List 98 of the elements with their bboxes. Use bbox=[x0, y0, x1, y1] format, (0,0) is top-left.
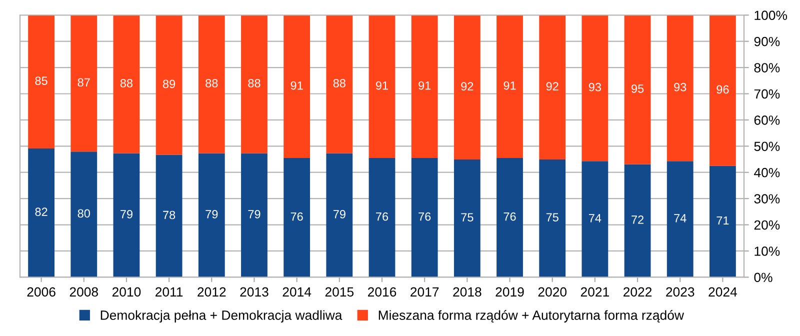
bar bbox=[113, 153, 140, 278]
bar bbox=[368, 158, 396, 278]
bar bbox=[284, 15, 310, 158]
annotation: 91 bbox=[418, 81, 431, 90]
annotation: 91 bbox=[376, 81, 388, 90]
annotation: 91 bbox=[290, 81, 303, 90]
annotation: 71 bbox=[716, 216, 729, 225]
x-tick-label: 2008 bbox=[70, 287, 98, 297]
bar bbox=[411, 15, 438, 158]
bar bbox=[241, 15, 268, 154]
annotation: 75 bbox=[461, 213, 474, 222]
y-tick-label: 70% bbox=[754, 89, 780, 99]
bar bbox=[156, 154, 182, 278]
bar bbox=[70, 152, 98, 278]
legend-label: Demokracja pełna + Demokracja wadliwa bbox=[100, 310, 342, 322]
y-tick-label: 80% bbox=[754, 63, 780, 72]
annotation: 74 bbox=[588, 214, 602, 222]
bar bbox=[582, 161, 608, 278]
bar bbox=[113, 15, 140, 154]
bar bbox=[284, 158, 310, 278]
bar bbox=[710, 166, 736, 278]
annotation: 88 bbox=[206, 78, 218, 88]
annotation: 79 bbox=[333, 210, 346, 218]
bar bbox=[496, 158, 523, 278]
bar bbox=[326, 153, 353, 278]
bar bbox=[624, 15, 651, 164]
bar bbox=[28, 15, 54, 149]
annotation: 92 bbox=[546, 82, 558, 90]
annotation: 92 bbox=[461, 82, 474, 90]
x-tick-label: 2010 bbox=[112, 287, 141, 297]
annotation: 95 bbox=[632, 84, 644, 93]
bar bbox=[496, 15, 523, 158]
bar bbox=[411, 158, 438, 278]
annotation: 85 bbox=[35, 76, 48, 85]
annotation: 93 bbox=[588, 82, 601, 92]
x-tick-label: 2012 bbox=[198, 287, 226, 297]
annotation: 76 bbox=[290, 212, 303, 221]
x-tick-label: 2015 bbox=[325, 287, 354, 297]
bar bbox=[70, 15, 98, 152]
bar bbox=[198, 153, 225, 278]
annotation: 76 bbox=[418, 212, 431, 221]
y-tick-label: 40% bbox=[754, 168, 780, 178]
y-tick-label: 60% bbox=[754, 116, 780, 125]
bar bbox=[539, 160, 566, 278]
annotation: 76 bbox=[504, 212, 516, 221]
x-tick-label: 2023 bbox=[666, 287, 694, 297]
bar bbox=[454, 15, 480, 160]
y-tick-label: 0% bbox=[754, 272, 772, 282]
annotation: 88 bbox=[248, 78, 260, 88]
annotation: 79 bbox=[206, 210, 218, 218]
annotation: 96 bbox=[716, 85, 729, 94]
annotation: 74 bbox=[674, 214, 686, 222]
bar bbox=[582, 15, 608, 162]
bar bbox=[156, 15, 182, 155]
annotation: 79 bbox=[248, 210, 260, 218]
y-tick-label: 90% bbox=[754, 36, 780, 46]
annotation: 82 bbox=[35, 208, 48, 216]
bar bbox=[368, 15, 396, 158]
x-tick-label: 2006 bbox=[27, 287, 56, 297]
bar bbox=[666, 15, 694, 162]
y-tick-label: 20% bbox=[754, 220, 780, 230]
bar bbox=[28, 148, 54, 278]
annotation: 88 bbox=[120, 78, 133, 88]
bar bbox=[624, 164, 651, 278]
legend-label: Mieszana forma rządów + Autorytarna forma rządów bbox=[378, 310, 684, 323]
annotation: 93 bbox=[674, 82, 686, 92]
x-tick-label: 2021 bbox=[580, 287, 609, 297]
annotation: 80 bbox=[78, 209, 90, 218]
bar bbox=[198, 15, 225, 154]
annotation: 72 bbox=[632, 216, 644, 224]
x-tick-label: 2020 bbox=[538, 287, 567, 297]
annotation: 87 bbox=[78, 78, 90, 87]
x-tick-label: 2017 bbox=[410, 287, 439, 297]
annotation: 79 bbox=[120, 210, 132, 218]
bar bbox=[666, 161, 694, 278]
x-tick-label: 2024 bbox=[708, 287, 737, 297]
x-tick-label: 2018 bbox=[453, 287, 482, 297]
x-tick-label: 2014 bbox=[282, 287, 312, 297]
annotation: 88 bbox=[333, 78, 346, 88]
annotation: 91 bbox=[504, 81, 516, 90]
x-tick-label: 2016 bbox=[368, 287, 396, 297]
bar bbox=[539, 15, 566, 160]
x-tick-label: 2022 bbox=[624, 287, 652, 297]
bar bbox=[326, 15, 353, 154]
annotation: 76 bbox=[376, 212, 388, 221]
bar bbox=[241, 153, 268, 278]
y-tick-label: 10% bbox=[754, 246, 780, 256]
annotation: 89 bbox=[163, 80, 176, 88]
bar bbox=[454, 160, 480, 278]
x-tick-label: 2013 bbox=[240, 287, 268, 297]
y-tick-label: 100% bbox=[754, 10, 787, 20]
y-tick-label: 50% bbox=[754, 142, 780, 152]
x-tick-label: 2019 bbox=[496, 287, 524, 297]
x-tick-label: 2011 bbox=[156, 287, 183, 297]
annotation: 78 bbox=[163, 210, 176, 220]
bar bbox=[710, 15, 736, 166]
annotation: 75 bbox=[546, 213, 558, 222]
y-tick-label: 30% bbox=[754, 194, 780, 204]
